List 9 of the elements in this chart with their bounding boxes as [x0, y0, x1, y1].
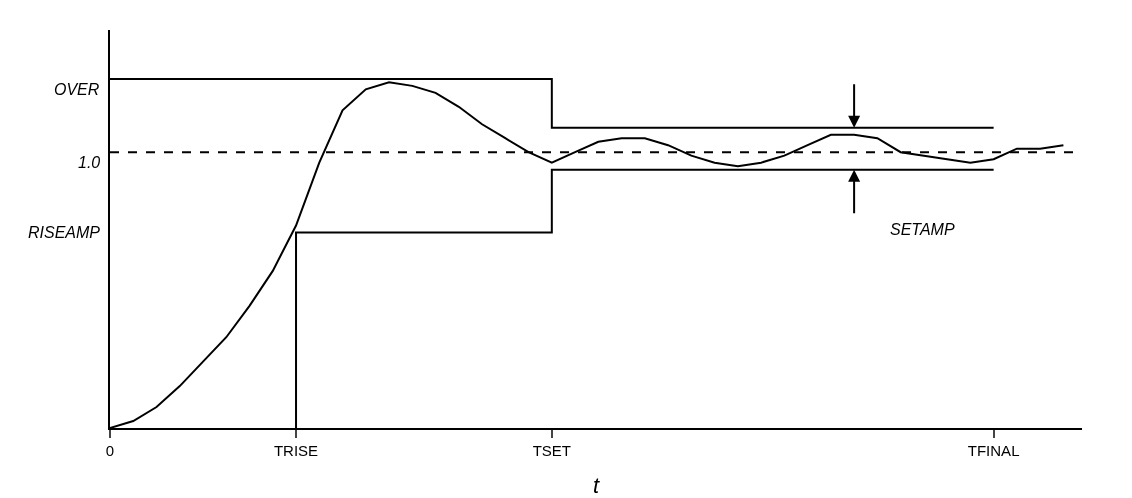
text: OVER — [54, 81, 100, 98]
x-tick-label: 0 — [105, 442, 115, 459]
text: RISEAMP — [28, 224, 101, 241]
x-axis-title: t — [592, 473, 600, 498]
x-tick-label: TSET — [532, 442, 571, 459]
x-tick-label: TRISE — [273, 442, 319, 459]
annotation: SETAMP — [890, 221, 955, 238]
x-tick-label: TFINAL — [967, 442, 1020, 459]
text: 1.0 — [78, 154, 101, 171]
